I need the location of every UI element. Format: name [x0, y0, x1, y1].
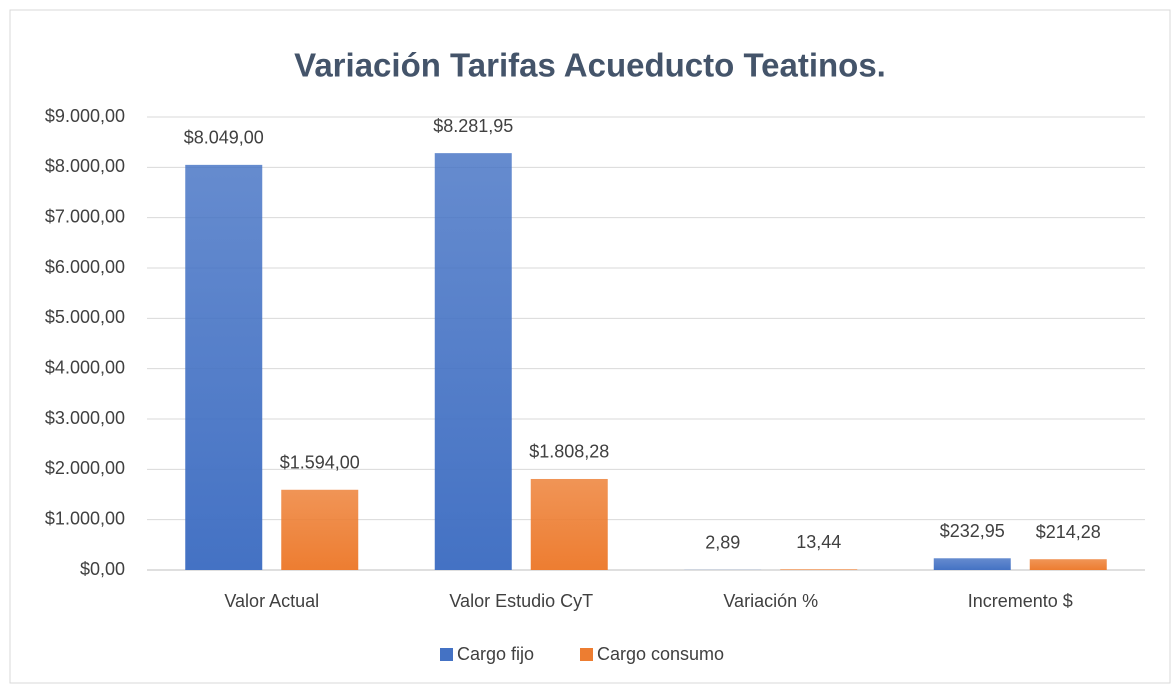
value-label: $8.049,00 [184, 128, 264, 148]
y-tick-label: $8.000,00 [45, 156, 125, 176]
value-label: 13,44 [796, 532, 841, 552]
value-label: 2,89 [705, 533, 740, 553]
value-label: $1.808,28 [529, 442, 609, 462]
y-tick-label: $2.000,00 [45, 458, 125, 478]
bar [1029, 559, 1107, 570]
legend-swatch [440, 648, 453, 661]
legend-label: Cargo consumo [597, 644, 724, 664]
value-label: $214,28 [1036, 522, 1101, 542]
legend-label: Cargo fijo [457, 644, 534, 664]
bar [530, 478, 608, 570]
x-tick-label: Valor Estudio CyT [449, 591, 593, 611]
chart-border [9, 9, 1171, 684]
x-tick-label: Incremento $ [968, 591, 1073, 611]
legend-swatch [580, 648, 593, 661]
bar [434, 153, 512, 570]
value-label: $232,95 [940, 521, 1005, 541]
x-tick-label: Valor Actual [224, 591, 319, 611]
y-tick-label: $7.000,00 [45, 206, 125, 226]
value-label: $1.594,00 [280, 453, 360, 473]
y-tick-label: $0,00 [80, 559, 125, 579]
bar [933, 558, 1011, 570]
y-tick-label: $4.000,00 [45, 357, 125, 377]
chart-title: Variación Tarifas Acueducto Teatinos. [294, 47, 886, 84]
y-tick-label: $9.000,00 [45, 106, 125, 126]
y-tick-label: $3.000,00 [45, 408, 125, 428]
x-tick-label: Variación % [723, 591, 818, 611]
bar [185, 164, 263, 570]
bar [780, 569, 858, 570]
y-tick-label: $1.000,00 [45, 508, 125, 528]
y-tick-label: $5.000,00 [45, 307, 125, 327]
bar [281, 489, 359, 570]
value-label: $8.281,95 [433, 116, 513, 136]
y-tick-label: $6.000,00 [45, 257, 125, 277]
